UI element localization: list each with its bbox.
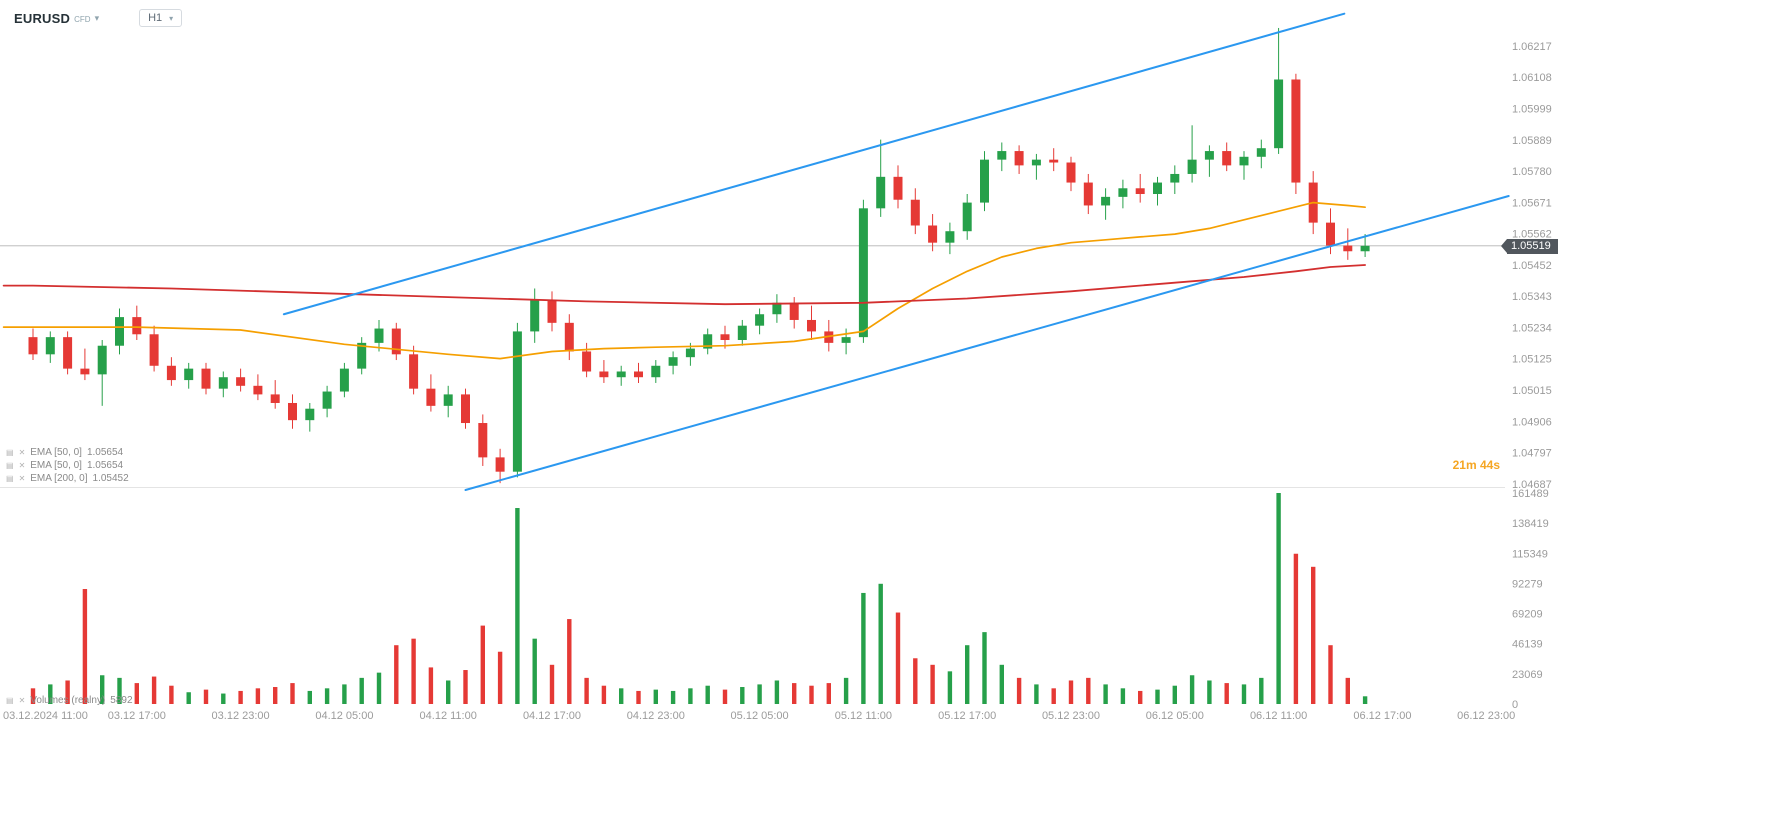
svg-text:23069: 23069 [1512,669,1543,681]
svg-text:03.12 17:00: 03.12 17:00 [108,710,166,722]
timeframe-caret-icon: ▾ [169,13,174,23]
svg-text:05.12 17:00: 05.12 17:00 [938,710,996,722]
svg-text:115349: 115349 [1512,548,1548,560]
indicator-remove-icon[interactable]: ✕ [18,473,26,483]
svg-text:04.12 23:00: 04.12 23:00 [627,710,685,722]
indicator-row: ▤ ✕ EMA [50, 0] 1.05654 [6,459,129,472]
indicator-remove-icon[interactable]: ✕ [18,460,26,470]
svg-text:04.12 05:00: 04.12 05:00 [315,710,373,722]
time-scale[interactable] [0,706,1505,726]
svg-text:1.05452: 1.05452 [1512,260,1552,272]
indicator-value: 1.05654 [86,447,124,458]
svg-text:92279: 92279 [1512,578,1543,590]
svg-text:04.12 11:00: 04.12 11:00 [420,710,477,722]
svg-text:1.05999: 1.05999 [1512,103,1552,115]
svg-text:03.12 23:00: 03.12 23:00 [212,710,270,722]
svg-text:06.12 23:00: 06.12 23:00 [1457,710,1515,722]
svg-text:05.12 23:00: 05.12 23:00 [1042,710,1100,722]
symbol-market-type: CFD [74,14,91,24]
svg-text:69209: 69209 [1512,609,1543,621]
svg-text:161489: 161489 [1512,488,1549,500]
indicator-row: ▤ ✕ EMA [200, 0] 1.05452 [6,472,129,485]
symbol-header: EURUSD CFD ▾ H1 ▾ [14,9,183,27]
candle-countdown-timer: 21m 44s [1452,458,1500,472]
indicator-label: EMA [50, 0] [30,447,82,458]
svg-text:1.04797: 1.04797 [1512,448,1552,460]
svg-text:05.12 11:00: 05.12 11:00 [835,710,892,722]
symbol-name[interactable]: EURUSD [14,10,71,26]
svg-text:1.05889: 1.05889 [1512,135,1552,147]
indicator-label: EMA [200, 0] [30,473,88,484]
svg-text:04.12 17:00: 04.12 17:00 [523,710,581,722]
svg-text:1.06217: 1.06217 [1512,41,1552,53]
indicator-remove-icon[interactable]: ✕ [18,447,26,457]
svg-text:06.12 17:00: 06.12 17:00 [1353,710,1411,722]
svg-text:1.05780: 1.05780 [1512,166,1552,178]
timeframe-value: H1 [148,12,163,24]
svg-text:1.05125: 1.05125 [1512,354,1552,366]
volume-legend: ▤ ✕ Volumes (realny) 5892 [6,694,133,707]
indicator-value: 1.05452 [92,473,129,484]
price-scale[interactable] [1505,0,1771,705]
svg-text:1.04906: 1.04906 [1512,416,1552,428]
indicator-label: EMA [50, 0] [30,460,82,471]
svg-text:1.05343: 1.05343 [1512,291,1552,303]
timeframe-select[interactable]: H1 ▾ [139,9,183,27]
volume-legend-value: 5892 [110,695,133,706]
volume-legend-row: ▤ ✕ Volumes (realny) 5892 [6,694,133,707]
indicator-value: 1.05654 [86,460,124,471]
svg-text:1.04687: 1.04687 [1512,479,1552,491]
indicator-settings-icon[interactable]: ▤ [6,460,14,470]
indicator-remove-icon[interactable]: ✕ [18,695,26,705]
svg-text:06.12 05:00: 06.12 05:00 [1146,710,1204,722]
svg-text:06.12 11:00: 06.12 11:00 [1250,710,1307,722]
svg-text:05.12 05:00: 05.12 05:00 [731,710,789,722]
svg-text:1.05562: 1.05562 [1512,229,1552,241]
svg-text:1.06108: 1.06108 [1512,72,1552,84]
current-price-badge: 1.05519 [1501,239,1558,254]
svg-text:1.05671: 1.05671 [1512,197,1552,209]
indicator-settings-icon[interactable]: ▤ [6,447,14,457]
svg-text:1.05234: 1.05234 [1512,322,1552,334]
svg-text:138419: 138419 [1512,518,1549,530]
indicator-legend: ▤ ✕ EMA [50, 0] 1.05654 ▤ ✕ EMA [50, 0] … [6,446,129,485]
svg-text:03.12.2024 11:00: 03.12.2024 11:00 [3,710,88,722]
volume-legend-label: Volumes (realny) [30,695,106,706]
indicator-row: ▤ ✕ EMA [50, 0] 1.05654 [6,446,129,459]
indicator-settings-icon[interactable]: ▤ [6,473,14,483]
svg-text:1.05015: 1.05015 [1512,385,1552,397]
symbol-dropdown-caret-icon[interactable]: ▾ [94,12,100,23]
svg-text:0: 0 [1512,699,1518,711]
indicator-settings-icon[interactable]: ▤ [6,695,14,705]
svg-text:46139: 46139 [1512,639,1543,651]
